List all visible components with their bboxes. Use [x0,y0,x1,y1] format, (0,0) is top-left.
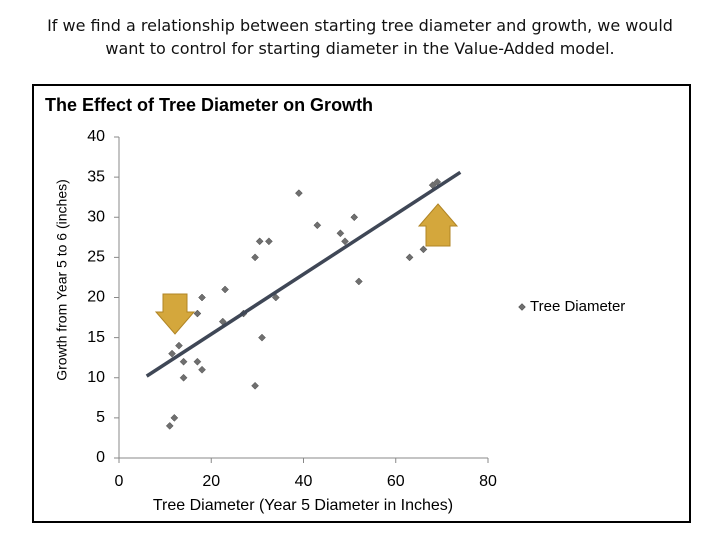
x-axis-label: Tree Diameter (Year 5 Diameter in Inches… [153,497,453,514]
x-tick-label: 40 [295,473,313,490]
point [165,422,174,430]
y-tick-label: 0 [96,449,105,466]
down-arrow [154,293,196,335]
y-tick-label: 40 [87,128,105,145]
slide-heading: If we find a relationship between starti… [0,14,720,60]
point [271,293,280,302]
point [258,333,266,342]
y-tick-label: 5 [96,409,105,426]
point [198,293,206,302]
y-axis-label: Growth from Year 5 to 6 (inches) [54,179,70,381]
point [341,237,349,246]
x-tick-label: 60 [387,473,405,490]
point [350,213,359,222]
point [419,245,428,254]
point [179,357,188,366]
x-tick-label: 20 [202,473,220,490]
point [221,285,229,294]
legend-label: Tree Diameter [530,298,625,315]
heading-line: If we find a relationship between starti… [47,16,673,35]
point [336,229,345,238]
x-tick-label: 0 [115,473,124,490]
point [255,237,264,246]
up-arrow [417,203,459,247]
legend-marker [518,303,526,311]
point [175,341,183,350]
y-tick-label: 30 [87,208,105,225]
y-tick-label: 25 [87,249,105,266]
point [405,253,414,262]
point [354,277,363,286]
point [193,309,202,318]
point [251,381,259,390]
y-tick-label: 10 [87,369,105,386]
trendline [145,170,462,378]
y-tick-label: 20 [87,289,105,306]
point [198,365,206,374]
point [295,189,303,198]
x-tick-label: 80 [479,473,497,490]
point [313,221,322,230]
point [179,373,188,382]
point [168,349,176,358]
chart-title: The Effect of Tree Diameter on Growth [45,95,373,115]
point [170,414,179,422]
point [193,357,202,366]
heading-line: want to control for starting diameter in… [105,39,615,58]
y-tick-label: 15 [87,329,105,346]
y-tick-label: 35 [87,168,105,185]
point [265,237,273,246]
chart-frame [32,84,691,523]
point [251,253,259,262]
